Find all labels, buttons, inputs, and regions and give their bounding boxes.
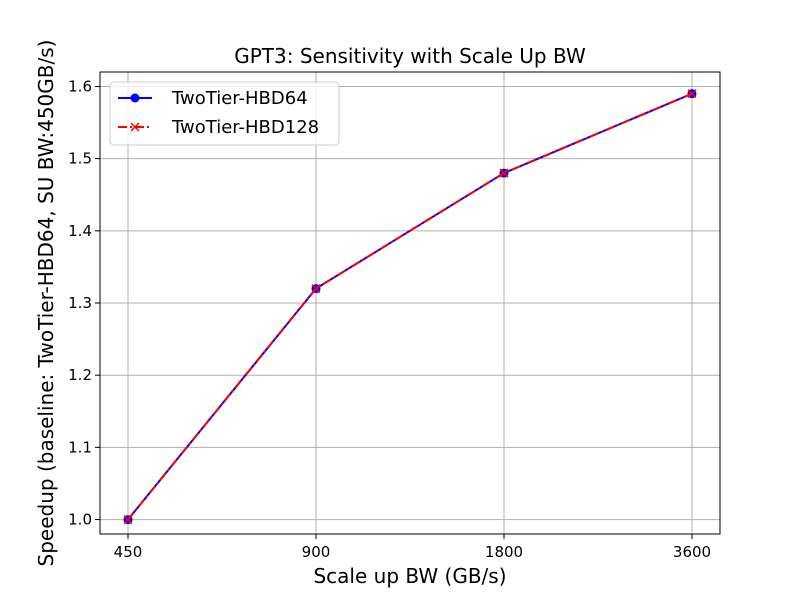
legend-box bbox=[109, 81, 340, 146]
series-line-0 bbox=[127, 92, 693, 521]
data-point bbox=[123, 515, 133, 525]
series-layer bbox=[123, 89, 697, 525]
y-tick-label: 1.1 bbox=[68, 438, 92, 456]
x-tick-label: 900 bbox=[302, 543, 331, 561]
x-tick-label: 450 bbox=[114, 543, 143, 561]
x-tick-label: 1800 bbox=[485, 543, 523, 561]
y-tick-label: 1.5 bbox=[68, 150, 92, 168]
y-tick-label: 1.6 bbox=[68, 77, 92, 95]
data-point bbox=[687, 89, 697, 99]
legend-label-hbd64: TwoTier-HBD64 bbox=[171, 88, 308, 109]
ticks: 450 900 1800 3600 1.0 1.1 1.2 1.3 1.4 1.5 1.6 bbox=[68, 77, 711, 561]
legend-marker-hbd64 bbox=[130, 93, 140, 103]
y-tick-label: 1.4 bbox=[68, 222, 92, 240]
y-tick-label: 1.3 bbox=[68, 294, 92, 312]
legend-label-hbd128: TwoTier-HBD128 bbox=[171, 117, 319, 138]
x-axis-label: Scale up BW (GB/s) bbox=[313, 564, 506, 588]
legend: TwoTier-HBD64 TwoTier-HBD128 bbox=[109, 81, 340, 146]
data-point bbox=[311, 284, 321, 294]
chart-title: GPT3: Sensitivity with Scale Up BW bbox=[234, 44, 586, 68]
legend-marker-hbd128 bbox=[130, 122, 140, 132]
data-point bbox=[499, 168, 509, 178]
y-axis-label: Speedup (baseline: TwoTier-HBD64, SU BW:… bbox=[34, 40, 58, 567]
series-line-1 bbox=[127, 92, 693, 521]
x-tick-label: 3600 bbox=[673, 543, 711, 561]
y-tick-label: 1.2 bbox=[68, 366, 92, 384]
y-tick-label: 1.0 bbox=[68, 511, 92, 529]
